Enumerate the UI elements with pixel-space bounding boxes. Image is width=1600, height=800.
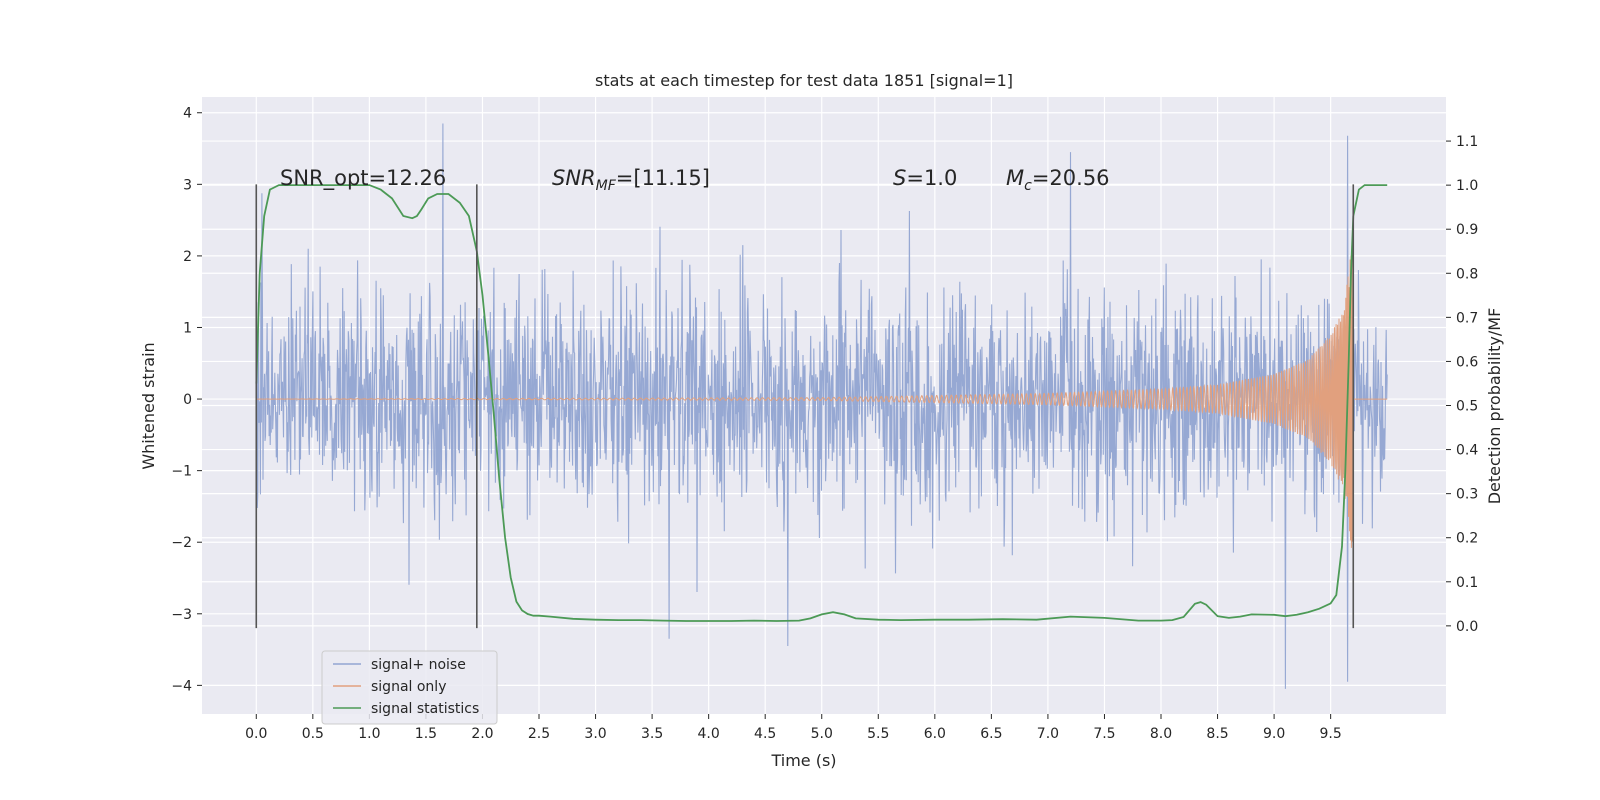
y-tick-label: −2	[171, 535, 192, 551]
chart-title: stats at each timestep for test data 185…	[595, 71, 1013, 90]
x-tick-label: 9.5	[1320, 726, 1342, 742]
y-tick-label: 3	[183, 177, 192, 193]
x-tick-label: 9.0	[1263, 726, 1285, 742]
series-signal-noise-line	[255, 123, 1388, 689]
x-tick-label: 7.5	[1093, 726, 1115, 742]
y-tick-label: −1	[171, 464, 192, 480]
x-tick-label: 2.0	[471, 726, 493, 742]
y-tick-label: 0	[183, 392, 192, 408]
y-axis-right-label: Detection probability/MF	[1485, 308, 1504, 505]
series-signal-only-line	[256, 245, 1388, 559]
x-tick-label: 2.5	[528, 726, 550, 742]
x-tick-label: 0.5	[302, 726, 324, 742]
x-axis-label: Time (s)	[770, 751, 836, 770]
legend-label-signal-statistics: signal statistics	[371, 701, 479, 717]
annotation-s: S=1.0	[893, 166, 957, 190]
x-tick-label: 1.5	[415, 726, 437, 742]
y-tick-label: 1	[183, 320, 192, 336]
series-signal-statistics-line	[255, 184, 1388, 622]
y-right-tick-label: 0.0	[1456, 619, 1478, 635]
x-tick-label: 0.0	[245, 726, 267, 742]
y-right-tick-label: 0.1	[1456, 575, 1478, 591]
y-right-tick-label: 0.9	[1456, 222, 1478, 238]
y-right-tick-label: 0.2	[1456, 531, 1478, 547]
x-tick-label: 4.5	[754, 726, 776, 742]
y-right-tick-label: 0.7	[1456, 310, 1478, 326]
legend-label-signal-noise: signal+ noise	[371, 657, 466, 673]
annotation-mc: Mc=20.56	[1006, 166, 1110, 194]
x-tick-label: 8.5	[1206, 726, 1228, 742]
x-tick-label: 7.0	[1037, 726, 1059, 742]
x-tick-label: 6.5	[980, 726, 1002, 742]
y-axis-label: Whitened strain	[139, 342, 158, 469]
y-right-tick-label: 0.6	[1456, 354, 1478, 370]
y-tick-label: 2	[183, 249, 192, 265]
legend-box	[321, 650, 498, 725]
x-tick-label: 6.0	[924, 726, 946, 742]
y-right-tick-label: 0.4	[1456, 443, 1478, 459]
y-tick-label: 4	[183, 106, 192, 122]
x-tick-label: 5.0	[811, 726, 833, 742]
legend: signal+ noise signal only signal statist…	[321, 650, 498, 725]
annotation-snr-mf: SNRMF=[11.15]	[552, 166, 710, 194]
x-tick-label: 5.5	[867, 726, 889, 742]
x-tick-label: 3.5	[641, 726, 663, 742]
x-tick-label: 4.0	[698, 726, 720, 742]
y-right-tick-label: 0.8	[1456, 266, 1478, 282]
y-right-tick-label: 0.3	[1456, 487, 1478, 503]
legend-label-signal-only: signal only	[371, 679, 446, 695]
y-right-tick-label: 0.5	[1456, 399, 1478, 415]
annotation-snr-opt: SNR_opt=12.26	[280, 166, 446, 191]
y-tick-label: −3	[171, 607, 192, 623]
y-tick-label: −4	[171, 678, 192, 694]
x-tick-label: 1.0	[358, 726, 380, 742]
y-right-tick-label: 1.1	[1456, 134, 1478, 150]
x-tick-label: 8.0	[1150, 726, 1172, 742]
y-right-tick-label: 1.0	[1456, 178, 1478, 194]
x-tick-label: 3.0	[584, 726, 606, 742]
